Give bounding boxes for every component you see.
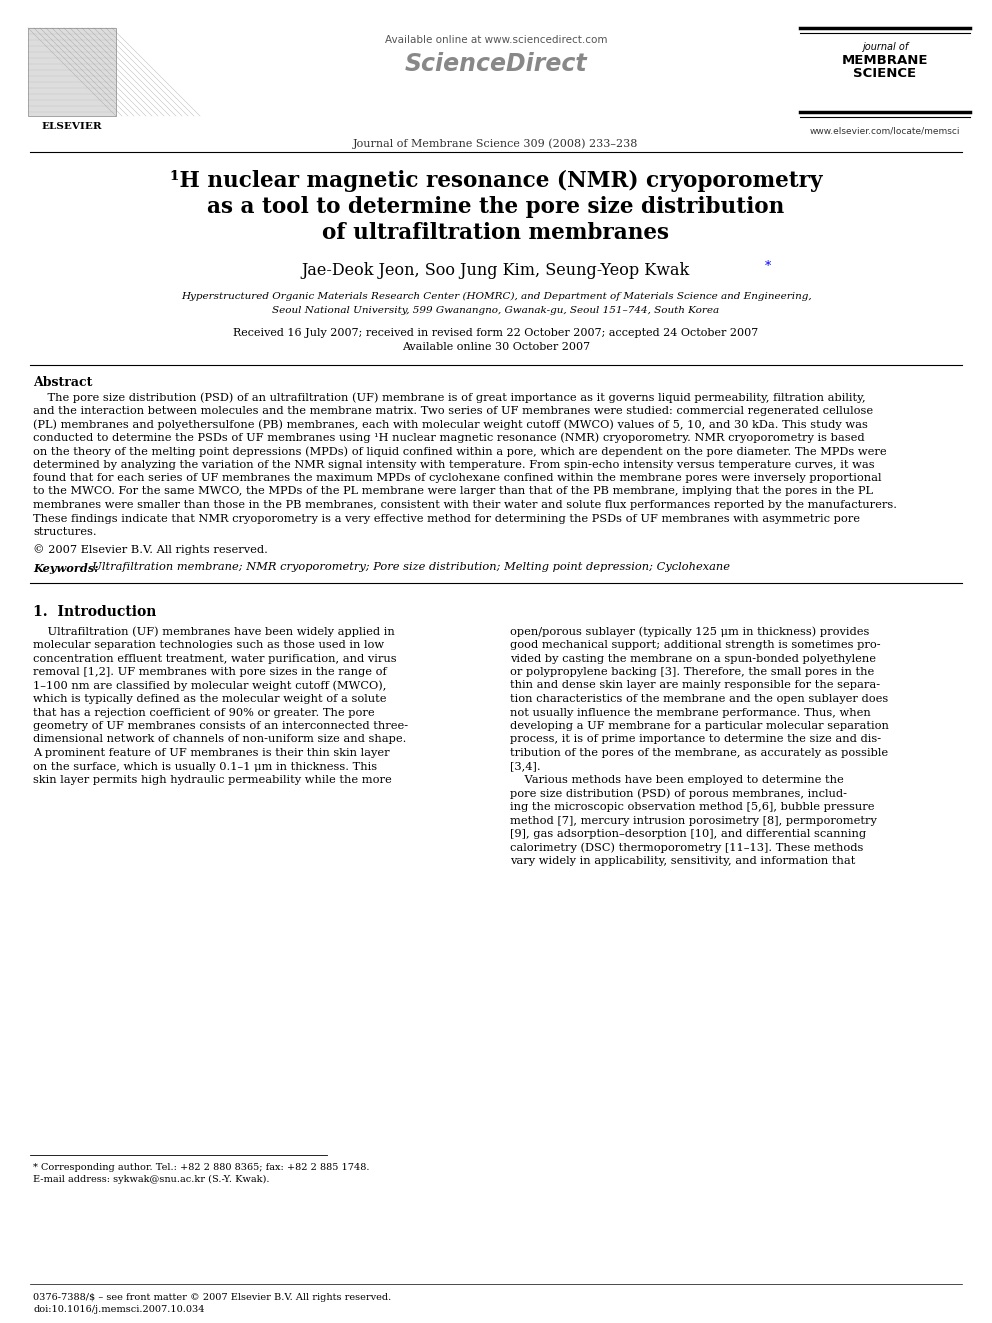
Text: Jae-Deok Jeon, Soo Jung Kim, Seung-Yeop Kwak: Jae-Deok Jeon, Soo Jung Kim, Seung-Yeop … — [302, 262, 690, 279]
Text: *: * — [765, 261, 771, 273]
Text: conducted to determine the PSDs of UF membranes using ¹H nuclear magnetic resona: conducted to determine the PSDs of UF me… — [33, 433, 865, 443]
Text: ¹H nuclear magnetic resonance (NMR) cryoporometry: ¹H nuclear magnetic resonance (NMR) cryo… — [170, 169, 822, 192]
Text: to the MWCO. For the same MWCO, the MPDs of the PL membrane were larger than tha: to the MWCO. For the same MWCO, the MPDs… — [33, 487, 873, 496]
Text: that has a rejection coefficient of 90% or greater. The pore: that has a rejection coefficient of 90% … — [33, 708, 375, 717]
Text: Journal of Membrane Science 309 (2008) 233–238: Journal of Membrane Science 309 (2008) 2… — [353, 138, 639, 148]
Text: found that for each series of UF membranes the maximum MPDs of cyclohexane confi: found that for each series of UF membran… — [33, 474, 882, 483]
Text: E-mail address: sykwak@snu.ac.kr (S.-Y. Kwak).: E-mail address: sykwak@snu.ac.kr (S.-Y. … — [33, 1175, 270, 1184]
Text: determined by analyzing the variation of the NMR signal intensity with temperatu: determined by analyzing the variation of… — [33, 459, 875, 470]
Text: concentration effluent treatment, water purification, and virus: concentration effluent treatment, water … — [33, 654, 397, 664]
Text: journal of: journal of — [862, 42, 908, 52]
Text: or polypropylene backing [3]. Therefore, the small pores in the: or polypropylene backing [3]. Therefore,… — [510, 667, 874, 677]
Text: 0376-7388/$ – see front matter © 2007 Elsevier B.V. All rights reserved.: 0376-7388/$ – see front matter © 2007 El… — [33, 1293, 391, 1302]
Text: developing a UF membrane for a particular molecular separation: developing a UF membrane for a particula… — [510, 721, 889, 732]
Text: Ultrafiltration (UF) membranes have been widely applied in: Ultrafiltration (UF) membranes have been… — [33, 627, 395, 638]
Text: skin layer permits high hydraulic permeability while the more: skin layer permits high hydraulic permea… — [33, 775, 392, 785]
Text: ScienceDirect: ScienceDirect — [405, 52, 587, 75]
Text: [9], gas adsorption–desorption [10], and differential scanning: [9], gas adsorption–desorption [10], and… — [510, 830, 866, 839]
Text: Available online at www.sciencedirect.com: Available online at www.sciencedirect.co… — [385, 34, 607, 45]
Text: as a tool to determine the pore size distribution: as a tool to determine the pore size dis… — [207, 196, 785, 218]
Text: Available online 30 October 2007: Available online 30 October 2007 — [402, 343, 590, 352]
Text: molecular separation technologies such as those used in low: molecular separation technologies such a… — [33, 640, 384, 650]
Text: ing the microscopic observation method [5,6], bubble pressure: ing the microscopic observation method [… — [510, 802, 875, 812]
Text: 1–100 nm are classified by molecular weight cutoff (MWCO),: 1–100 nm are classified by molecular wei… — [33, 680, 386, 691]
Text: removal [1,2]. UF membranes with pore sizes in the range of: removal [1,2]. UF membranes with pore si… — [33, 667, 387, 677]
Text: Ultrafiltration membrane; NMR cryoporometry; Pore size distribution; Melting poi: Ultrafiltration membrane; NMR cryoporome… — [85, 562, 730, 573]
Text: ELSEVIER: ELSEVIER — [42, 122, 102, 131]
Text: (PL) membranes and polyethersulfone (PB) membranes, each with molecular weight c: (PL) membranes and polyethersulfone (PB)… — [33, 419, 868, 430]
Text: vided by casting the membrane on a spun-bonded polyethylene: vided by casting the membrane on a spun-… — [510, 654, 876, 664]
Text: of ultrafiltration membranes: of ultrafiltration membranes — [322, 222, 670, 243]
Text: doi:10.1016/j.memsci.2007.10.034: doi:10.1016/j.memsci.2007.10.034 — [33, 1304, 204, 1314]
Bar — [28, 28, 116, 116]
Text: on the theory of the melting point depressions (MPDs) of liquid confined within : on the theory of the melting point depre… — [33, 446, 887, 456]
Text: Various methods have been employed to determine the: Various methods have been employed to de… — [510, 775, 844, 785]
Text: pore size distribution (PSD) of porous membranes, includ-: pore size distribution (PSD) of porous m… — [510, 789, 847, 799]
Text: membranes were smaller than those in the PB membranes, consistent with their wat: membranes were smaller than those in the… — [33, 500, 897, 509]
Text: calorimetry (DSC) thermoporometry [11–13]. These methods: calorimetry (DSC) thermoporometry [11–13… — [510, 843, 863, 853]
Text: © 2007 Elsevier B.V. All rights reserved.: © 2007 Elsevier B.V. All rights reserved… — [33, 545, 268, 556]
Text: SCIENCE: SCIENCE — [853, 67, 917, 79]
Text: and the interaction between molecules and the membrane matrix. Two series of UF : and the interaction between molecules an… — [33, 406, 873, 415]
Text: Abstract: Abstract — [33, 376, 92, 389]
Text: MEMBRANE: MEMBRANE — [842, 54, 929, 67]
Text: not usually influence the membrane performance. Thus, when: not usually influence the membrane perfo… — [510, 708, 871, 717]
Text: method [7], mercury intrusion porosimetry [8], permporometry: method [7], mercury intrusion porosimetr… — [510, 815, 877, 826]
Text: 1.  Introduction: 1. Introduction — [33, 605, 157, 618]
Text: These findings indicate that NMR cryoporometry is a very effective method for de: These findings indicate that NMR cryopor… — [33, 513, 860, 524]
Text: open/porous sublayer (typically 125 μm in thickness) provides: open/porous sublayer (typically 125 μm i… — [510, 627, 869, 638]
Text: on the surface, which is usually 0.1–1 μm in thickness. This: on the surface, which is usually 0.1–1 μ… — [33, 762, 377, 771]
Text: Seoul National University, 599 Gwanangno, Gwanak-gu, Seoul 151–744, South Korea: Seoul National University, 599 Gwanangno… — [273, 306, 719, 315]
Text: structures.: structures. — [33, 527, 96, 537]
Text: vary widely in applicability, sensitivity, and information that: vary widely in applicability, sensitivit… — [510, 856, 855, 867]
Text: good mechanical support; additional strength is sometimes pro-: good mechanical support; additional stre… — [510, 640, 881, 650]
Text: tribution of the pores of the membrane, as accurately as possible: tribution of the pores of the membrane, … — [510, 747, 888, 758]
Text: A prominent feature of UF membranes is their thin skin layer: A prominent feature of UF membranes is t… — [33, 747, 390, 758]
Text: Hyperstructured Organic Materials Research Center (HOMRC), and Department of Mat: Hyperstructured Organic Materials Resear… — [181, 292, 811, 302]
Text: which is typically defined as the molecular weight of a solute: which is typically defined as the molecu… — [33, 695, 387, 704]
Text: process, it is of prime importance to determine the size and dis-: process, it is of prime importance to de… — [510, 734, 881, 745]
Text: thin and dense skin layer are mainly responsible for the separa-: thin and dense skin layer are mainly res… — [510, 680, 880, 691]
Text: www.elsevier.com/locate/memsci: www.elsevier.com/locate/memsci — [809, 127, 960, 136]
Text: Keywords:: Keywords: — [33, 562, 98, 573]
Text: dimensional network of channels of non-uniform size and shape.: dimensional network of channels of non-u… — [33, 734, 407, 745]
Text: [3,4].: [3,4]. — [510, 762, 541, 771]
Text: * Corresponding author. Tel.: +82 2 880 8365; fax: +82 2 885 1748.: * Corresponding author. Tel.: +82 2 880 … — [33, 1163, 369, 1172]
Text: The pore size distribution (PSD) of an ultrafiltration (UF) membrane is of great: The pore size distribution (PSD) of an u… — [33, 392, 866, 402]
Text: Received 16 July 2007; received in revised form 22 October 2007; accepted 24 Oct: Received 16 July 2007; received in revis… — [233, 328, 759, 337]
Text: tion characteristics of the membrane and the open sublayer does: tion characteristics of the membrane and… — [510, 695, 888, 704]
Text: geometry of UF membranes consists of an interconnected three-: geometry of UF membranes consists of an … — [33, 721, 408, 732]
